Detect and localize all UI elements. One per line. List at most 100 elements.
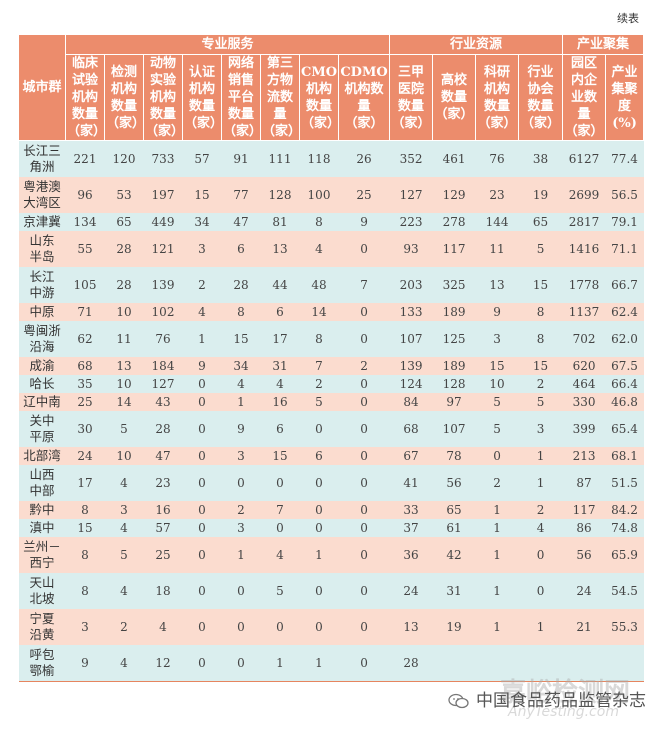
table-cell: 0 bbox=[182, 411, 222, 447]
table-cell: 5 bbox=[104, 537, 144, 573]
table-cell: 0 bbox=[338, 465, 390, 501]
header-column-line: 第三 bbox=[266, 56, 293, 71]
table-cell: 1 bbox=[299, 537, 339, 573]
table-cell: 620 bbox=[562, 357, 606, 375]
city-name-line: 粤港澳 bbox=[23, 179, 61, 194]
table-cell: 19 bbox=[518, 177, 563, 213]
watermark-site-en: AnyTesting.com bbox=[508, 704, 619, 720]
header-group-industry-resources: 行业资源 bbox=[389, 34, 564, 55]
header-column-line: 协会 bbox=[527, 81, 554, 97]
header-column-line: 高校 bbox=[441, 73, 468, 88]
city-cluster-name: 山东 半岛 bbox=[18, 231, 66, 267]
table-cell: 4 bbox=[143, 609, 183, 645]
table-cell: 13 bbox=[104, 357, 144, 375]
table-cell: 0 bbox=[338, 375, 390, 393]
table-cell: 41 bbox=[389, 465, 433, 501]
header-column-line: 数量 bbox=[71, 107, 98, 122]
header-column-line: 平台 bbox=[227, 90, 254, 105]
header-column-line: 认证 bbox=[188, 64, 215, 80]
table-cell: 28 bbox=[143, 411, 183, 447]
table-cell: 93 bbox=[389, 231, 433, 267]
table-cell bbox=[605, 645, 644, 682]
table-cell: 2 bbox=[518, 501, 563, 519]
table-cell: 3 bbox=[65, 609, 105, 645]
table-cell: 96 bbox=[65, 177, 105, 213]
table-cell: 6 bbox=[299, 447, 339, 465]
table-cell: 134 bbox=[65, 213, 105, 231]
watermark-site-cn: 嘉峪检测网 bbox=[500, 678, 631, 708]
header-column-line: 数量 bbox=[398, 98, 425, 114]
table-cell: 107 bbox=[432, 411, 476, 447]
table-cell: 16 bbox=[260, 393, 300, 411]
continued-table-label: 续表 bbox=[617, 12, 639, 25]
table-cell: 10 bbox=[475, 375, 519, 393]
city-cluster-name: 山西 中部 bbox=[18, 465, 66, 501]
table-cell: 461 bbox=[432, 140, 476, 177]
table-cell: 25 bbox=[65, 393, 105, 411]
table-cell: 3 bbox=[221, 519, 261, 537]
table-cell: 8 bbox=[518, 321, 563, 357]
city-name-line: 平原 bbox=[29, 429, 55, 444]
header-column-line: 园区 bbox=[571, 56, 598, 71]
table-cell: 0 bbox=[338, 303, 390, 321]
table-cell: 5 bbox=[299, 393, 339, 411]
table-cell: 197 bbox=[143, 177, 183, 213]
city-name-line: 成渝 bbox=[29, 358, 55, 373]
table-cell: 71.1 bbox=[605, 231, 644, 267]
table-cell: 127 bbox=[389, 177, 433, 213]
header-group-industry-cluster: 产业聚集 bbox=[562, 34, 645, 55]
table-cell: 0 bbox=[338, 501, 390, 519]
city-name-line: 天山 bbox=[29, 575, 55, 590]
city-name-line: 长江三 bbox=[23, 143, 61, 158]
table-row: 兰州－ 西宁 8 5 25 0 1 4 1 0 36 42 1 0 56 65.9 bbox=[18, 537, 644, 573]
city-name-line: 半岛 bbox=[29, 249, 55, 264]
header-column-line: 量 bbox=[357, 98, 371, 114]
table-cell: 34 bbox=[221, 357, 261, 375]
table-cell: 1 bbox=[475, 573, 519, 609]
table-cell: 38 bbox=[518, 140, 563, 177]
header-column-line: 机构数 bbox=[344, 81, 384, 97]
city-name-line: 呼包 bbox=[29, 647, 55, 662]
table-cell: 21 bbox=[562, 609, 606, 645]
table-row: 粤港澳 大湾区 96 53 197 15 77 128 100 25 127 129 23 19 2699 5… bbox=[18, 177, 644, 213]
table-cell: 62.0 bbox=[605, 321, 644, 357]
table-row: 北部湾 24 10 47 0 3 15 6 0 67 78 0 1 213 68.1 bbox=[18, 447, 644, 465]
table-cell: 4 bbox=[260, 375, 300, 393]
table-cell: 57 bbox=[143, 519, 183, 537]
table-cell: 144 bbox=[475, 213, 519, 231]
table-cell: 8 bbox=[65, 537, 105, 573]
table-cell: 34 bbox=[182, 213, 222, 231]
table-cell: 139 bbox=[143, 267, 183, 303]
table-cell: 4 bbox=[104, 519, 144, 537]
table-row: 粤闽浙 沿海 62 11 76 1 15 17 8 0 107 125 3 8 702 62.0 bbox=[18, 321, 644, 357]
header-column-line: （家） bbox=[301, 115, 341, 131]
table-cell: 26 bbox=[338, 140, 390, 177]
header-column: 临床 试验 机构 数量 （家） bbox=[65, 54, 106, 141]
table-cell: 6 bbox=[260, 303, 300, 321]
table-cell: 352 bbox=[389, 140, 433, 177]
table-cell: 1 bbox=[518, 447, 563, 465]
header-column-line: 数量 bbox=[110, 98, 137, 114]
table-cell: 10 bbox=[104, 303, 144, 321]
table-row: 成渝 68 13 184 9 34 31 7 2 139 189 15 15 620 67.5 bbox=[18, 357, 644, 375]
table-cell: 6 bbox=[260, 411, 300, 447]
table-cell: 0 bbox=[299, 519, 339, 537]
table-cell: 0 bbox=[475, 447, 519, 465]
table-cell: 449 bbox=[143, 213, 183, 231]
table-cell: 36 bbox=[389, 537, 433, 573]
table-cell: 9 bbox=[182, 357, 222, 375]
table-row: 哈长 35 10 127 0 4 4 2 0 124 128 10 2 464 66.4 bbox=[18, 375, 644, 393]
city-name-line: 西宁 bbox=[29, 555, 55, 570]
table-cell: 35 bbox=[65, 375, 105, 393]
table-cell: 31 bbox=[260, 357, 300, 375]
table-cell: 74.8 bbox=[605, 519, 644, 537]
table-cell: 25 bbox=[143, 537, 183, 573]
header-column-line: (%) bbox=[612, 115, 637, 131]
table-cell: 1778 bbox=[562, 267, 606, 303]
table-cell: 61 bbox=[432, 519, 476, 537]
table-cell: 1 bbox=[518, 465, 563, 501]
table-cell: 0 bbox=[299, 465, 339, 501]
header-column-line: 数量 bbox=[441, 90, 468, 105]
table-cell: 77 bbox=[221, 177, 261, 213]
table-row: 山东 半岛 55 28 121 3 6 13 4 0 93 117 11 5 1416 71.1 bbox=[18, 231, 644, 267]
